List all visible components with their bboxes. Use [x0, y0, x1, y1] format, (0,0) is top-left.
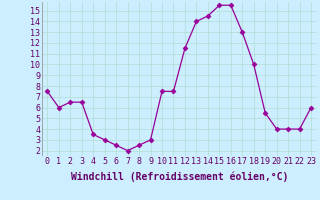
X-axis label: Windchill (Refroidissement éolien,°C): Windchill (Refroidissement éolien,°C): [70, 172, 288, 182]
